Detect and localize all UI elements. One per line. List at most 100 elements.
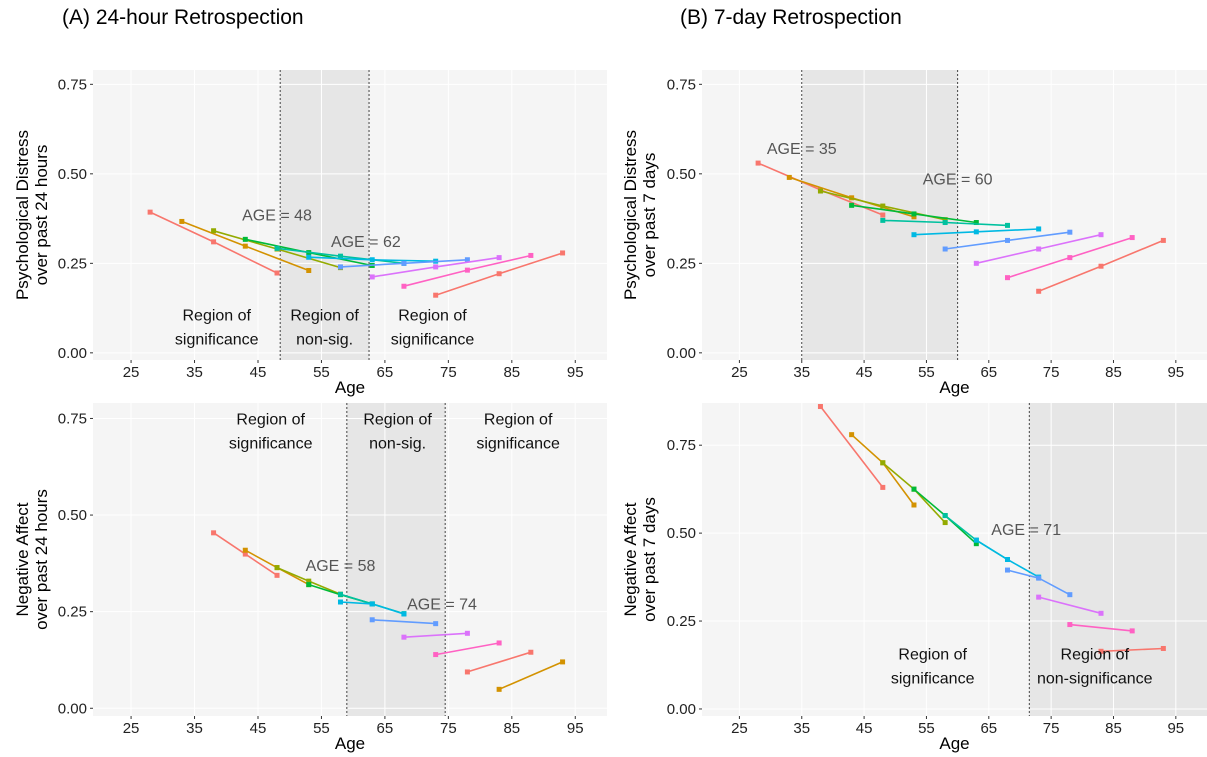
data-point	[528, 252, 534, 258]
y-tick-label: 0.50	[667, 525, 696, 542]
panel-A-top: 0.00 0.25 0.50 0.75 25 35 45 55 65 75 85 95 Age Psych…	[13, 70, 607, 397]
data-point	[401, 611, 407, 617]
x-tick-label: 35	[793, 364, 810, 381]
x-tick-label: 25	[731, 720, 748, 737]
region-label-line: significance	[175, 332, 259, 349]
data-point	[973, 220, 979, 226]
y-axis-label-line: over past 24 hours	[32, 489, 51, 630]
data-point	[464, 267, 470, 273]
x-tick-label: 25	[731, 364, 748, 381]
x-tick-label: 85	[503, 720, 520, 737]
data-point	[1036, 246, 1042, 252]
data-point	[433, 292, 439, 298]
age-annotation: AGE = 74	[407, 597, 477, 614]
y-axis-label: Psychological Distressover past 7 days	[621, 130, 659, 300]
panel-title-b: (B) 7-day Retrospection	[680, 6, 902, 29]
x-tick-label: 35	[186, 720, 203, 737]
data-point	[560, 250, 566, 256]
data-point	[464, 630, 470, 636]
x-tick-label: 75	[1043, 720, 1060, 737]
data-point	[1098, 648, 1104, 654]
y-tick-label: 0.75	[667, 76, 696, 93]
x-tick-label: 65	[377, 720, 394, 737]
data-point	[973, 537, 979, 543]
data-point	[337, 599, 343, 605]
series-line	[498, 661, 563, 691]
data-point	[1098, 263, 1104, 269]
y-tick-label: 0.25	[58, 604, 87, 621]
data-point	[1098, 610, 1104, 616]
x-tick-label: 45	[856, 364, 873, 381]
data-point	[942, 246, 948, 252]
region-label-line: significance	[476, 435, 560, 452]
region-label-line: significance	[391, 332, 475, 349]
y-tick-label: 0.50	[58, 166, 87, 183]
data-point	[274, 572, 280, 578]
data-point	[179, 218, 185, 224]
x-tick-label: 65	[980, 720, 997, 737]
age-annotation: AGE = 35	[767, 141, 837, 158]
y-axis-label-line: Negative Affect	[621, 502, 640, 616]
age-annotation: AGE = 58	[306, 558, 376, 575]
data-point	[306, 254, 312, 260]
x-axis-label: Age	[335, 734, 365, 753]
y-axis-label-line: Negative Affect	[13, 502, 32, 616]
series-line	[1100, 647, 1164, 653]
y-tick-label: 0.75	[58, 76, 87, 93]
region-label: Region of significance	[891, 647, 975, 688]
y-tick-label: 0.75	[667, 437, 696, 454]
data-point	[242, 551, 248, 557]
data-point	[880, 203, 886, 209]
data-point	[369, 617, 375, 623]
data-point	[306, 578, 312, 584]
y-axis-label: Negative Affectover past 24 hours	[13, 489, 51, 630]
data-point	[911, 232, 917, 238]
region-label: Region of non-sig.	[363, 411, 432, 452]
data-point	[1004, 567, 1010, 573]
y-axis-label-line: Psychological Distress	[13, 130, 32, 300]
region-label: Region of significance	[175, 308, 259, 349]
y-axis-label-line: over past 7 days	[640, 497, 659, 622]
data-point	[1004, 222, 1010, 228]
x-tick-label: 45	[250, 364, 267, 381]
x-tick-label: 85	[1105, 364, 1122, 381]
age-annotation: AGE = 62	[331, 234, 401, 251]
shaded-region	[1029, 403, 1207, 716]
data-point	[911, 214, 917, 220]
x-tick-label: 35	[793, 720, 810, 737]
y-axis-label: Psychological Distressover past 24 hours	[13, 130, 51, 300]
y-tick-label: 0.00	[667, 701, 696, 718]
x-tick-label: 45	[856, 720, 873, 737]
data-point	[496, 640, 502, 646]
data-point	[274, 245, 280, 251]
y-tick-label: 0.00	[58, 700, 87, 717]
x-tick-label: 75	[1043, 364, 1060, 381]
data-point	[306, 582, 312, 588]
data-point	[274, 565, 280, 571]
data-point	[401, 634, 407, 640]
region-label: Region of significance	[476, 411, 560, 452]
data-point	[496, 271, 502, 277]
data-point	[306, 267, 312, 273]
data-point	[942, 220, 948, 226]
x-tick-label: 55	[313, 364, 330, 381]
data-point	[1004, 557, 1010, 562]
series-line	[1069, 623, 1133, 632]
series-line	[819, 406, 884, 488]
x-tick-label: 45	[250, 720, 267, 737]
x-tick-label: 95	[1167, 720, 1184, 737]
region-label-line: non-sig.	[296, 332, 353, 349]
shaded-region	[280, 70, 370, 360]
region-label: Region of non-significance	[1037, 647, 1153, 688]
data-point	[1129, 628, 1135, 634]
data-point	[1036, 226, 1042, 232]
x-axis-label: Age	[939, 378, 969, 397]
panel-B-top: 0.00 0.25 0.50 0.75 25 35 45 55 65 75 85 95 Age Psych…	[621, 70, 1207, 397]
data-point	[1160, 645, 1166, 651]
region-label-line: Region of	[363, 411, 432, 428]
data-point	[880, 212, 886, 218]
data-point	[337, 264, 343, 270]
data-point	[242, 547, 248, 553]
region-label: Region of significance	[229, 411, 313, 452]
x-tick-label: 75	[440, 720, 457, 737]
